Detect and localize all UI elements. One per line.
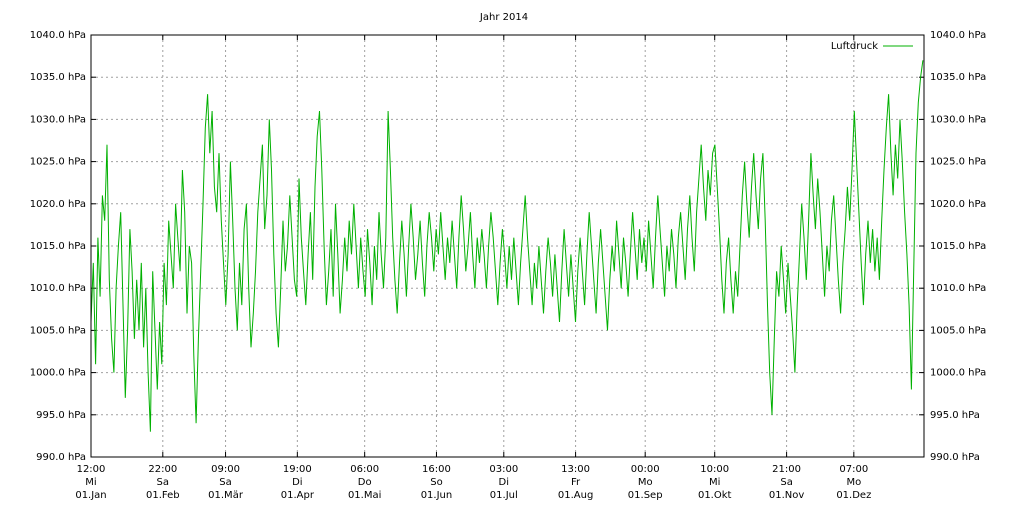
plot-frame: [90, 34, 925, 458]
x-tick-label: 03:00: [489, 464, 518, 475]
y-tick-label-left: 1000.0 hPa: [30, 368, 86, 379]
y-tick-label-left: 1025.0 hPa: [30, 157, 86, 168]
y-tick-label-right: 1000.0 hPa: [930, 368, 986, 379]
y-tick-label-right: 1030.0 hPa: [930, 114, 986, 125]
x-tick-label: 19:00: [283, 464, 312, 475]
x-tick-label: 01.Mai: [348, 490, 381, 501]
legend: Luftdruck: [831, 41, 913, 52]
x-tick-label: 22:00: [148, 464, 177, 475]
x-tick-label: So: [430, 477, 442, 488]
x-tick-label: Di: [292, 477, 302, 488]
y-tick-label-left: 1010.0 hPa: [30, 283, 86, 294]
y-tick-label-left: 1030.0 hPa: [30, 114, 86, 125]
y-axis-right: 990.0 hPa 995.0 hPa 1000.0 hPa 1005.0 hPa 10…: [919, 30, 986, 463]
y-tick-label-right: 1020.0 hPa: [930, 199, 986, 210]
y-tick-label-right: 1025.0 hPa: [930, 157, 986, 168]
x-tick-label: 01.Sep: [628, 490, 663, 501]
x-tick-label: Sa: [157, 477, 169, 488]
y-tick-label-left: 1020.0 hPa: [30, 199, 86, 210]
y-tick-label-right: 1005.0 hPa: [930, 325, 986, 336]
x-tick-label: Mo: [846, 477, 861, 488]
y-tick-label-right: 1035.0 hPa: [930, 72, 986, 83]
y-tick-label-right: 990.0 hPa: [930, 452, 980, 463]
series-line-luftdruck: [90, 60, 924, 432]
grid-lines: [91, 35, 924, 457]
x-tick-label: 09:00: [211, 464, 240, 475]
y-tick-label-left: 1015.0 hPa: [30, 241, 86, 252]
x-tick-label: 01.Aug: [558, 490, 593, 501]
x-tick-label: 00:00: [631, 464, 660, 475]
x-tick-label: Sa: [780, 477, 792, 488]
chart-title: Jahr 2014: [479, 12, 528, 23]
y-tick-label-right: 1040.0 hPa: [930, 30, 986, 41]
x-tick-label: 06:00: [350, 464, 379, 475]
x-tick-label: Sa: [219, 477, 231, 488]
x-tick-label: 01.Apr: [281, 490, 315, 501]
y-tick-label-right: 1010.0 hPa: [930, 283, 986, 294]
y-tick-label-left: 995.0 hPa: [36, 410, 86, 421]
x-axis: 12:00 Mi 01.Jan 22:00 Sa 01.Feb 09:00 Sa 01.Mär 1…: [75, 35, 871, 501]
x-tick-label: Di: [499, 477, 509, 488]
y-tick-label-right: 1015.0 hPa: [930, 241, 986, 252]
x-tick-label: 01.Jan: [75, 490, 106, 501]
x-tick-label: 01.Dez: [836, 490, 871, 501]
x-tick-label: 10:00: [700, 464, 729, 475]
x-tick-label: Fr: [571, 477, 581, 488]
y-tick-label-left: 1040.0 hPa: [30, 30, 86, 41]
x-tick-label: Mo: [638, 477, 653, 488]
x-tick-label: Mi: [709, 477, 720, 488]
x-tick-label: 13:00: [561, 464, 590, 475]
x-tick-label: 01.Mär: [208, 490, 244, 501]
y-tick-label-left: 1035.0 hPa: [30, 72, 86, 83]
x-tick-label: Mi: [85, 477, 96, 488]
x-tick-label: 16:00: [422, 464, 451, 475]
x-tick-label: 01.Nov: [769, 490, 805, 501]
x-tick-label: Do: [358, 477, 372, 488]
legend-label: Luftdruck: [831, 41, 878, 52]
x-tick-label: 01.Feb: [146, 490, 180, 501]
x-tick-label: 12:00: [77, 464, 106, 475]
x-tick-label: 01.Okt: [698, 490, 732, 501]
y-tick-label-left: 990.0 hPa: [36, 452, 86, 463]
y-tick-label-right: 995.0 hPa: [930, 410, 980, 421]
x-tick-label: 21:00: [772, 464, 801, 475]
y-axis-left: 990.0 hPa 995.0 hPa 1000.0 hPa 1005.0 hPa 10…: [30, 30, 96, 463]
x-tick-label: 01.Jun: [421, 490, 453, 501]
x-tick-label: 07:00: [839, 464, 868, 475]
y-tick-label-left: 1005.0 hPa: [30, 325, 86, 336]
x-tick-label: 01.Jul: [490, 490, 518, 501]
